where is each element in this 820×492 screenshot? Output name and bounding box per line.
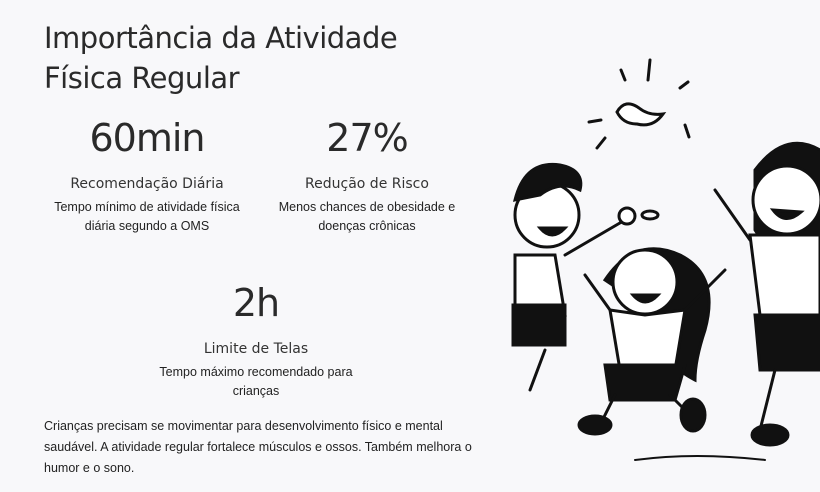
stat-label: Limite de Telas: [203, 341, 309, 357]
ground-line: [634, 455, 766, 461]
stat-value: 2h: [232, 281, 280, 325]
children-playing-illustration: [511, 58, 820, 461]
stat-description: Tempo mínimo de atividade física diária s…: [37, 198, 257, 236]
stat-risk-reduction: 27% Redução de Risco Menos chances de ob…: [257, 116, 477, 236]
stat-value: 60min: [89, 116, 205, 160]
bird-icon: [587, 58, 691, 150]
desc-line: diária segundo a OMS: [84, 219, 210, 233]
stat-description: Tempo máximo recomendado para crianças: [146, 363, 366, 401]
desc-line: Menos chances de obesidade e: [278, 200, 456, 214]
desc-line: doenças crônicas: [318, 219, 416, 233]
stat-description: Menos chances de obesidade e doenças crôn…: [257, 198, 477, 236]
desc-line: Tempo mínimo de atividade física: [54, 200, 240, 214]
boy-left: [511, 162, 660, 392]
stat-daily-recommendation: 60min Recomendação Diária Tempo mínimo d…: [37, 116, 257, 236]
stat-value: 27%: [326, 116, 408, 160]
stat-label: Recomendação Diária: [70, 176, 224, 192]
title-line-2: Física Regular: [44, 61, 240, 95]
title-line-1: Importância da Atividade: [44, 21, 398, 55]
girl-right: [713, 141, 820, 447]
girl-center: [577, 247, 727, 436]
desc-line: crianças: [232, 384, 280, 398]
stat-label: Redução de Risco: [305, 176, 429, 192]
desc-line: Tempo máximo recomendado para: [159, 365, 353, 379]
stat-screen-limit: 2h Limite de Telas Tempo máximo recomend…: [146, 281, 366, 401]
intro-paragraph: Crianças precisam se movimentar para des…: [44, 419, 472, 475]
page-title: Importância da Atividade Física Regular: [44, 18, 398, 98]
